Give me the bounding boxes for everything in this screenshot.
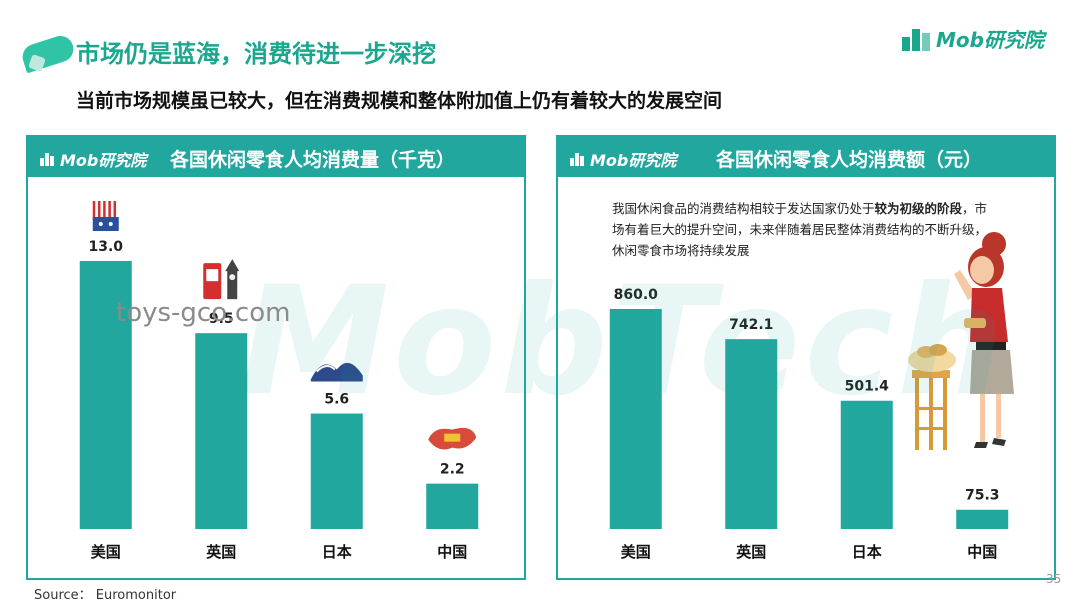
logo-bars-icon (40, 152, 56, 166)
data-label: 9.5 (209, 311, 234, 327)
right-panel-header: Mob研究院 各国休闲零食人均消费额（元） (558, 137, 1054, 177)
category-label: 英国 (736, 543, 766, 561)
category-label: 中国 (437, 543, 467, 561)
note-highlight: 较为初级的阶段 (874, 201, 963, 216)
page-subtitle: 当前市场规模虽已较大，但在消费规模和整体附加值上仍有着较大的发展空间 (76, 90, 723, 112)
bar-英国 (195, 333, 248, 529)
left-panel-logo: Mob研究院 (40, 147, 146, 171)
stool-icon (912, 370, 950, 450)
snack-bowl-icon (908, 344, 956, 372)
category-label: 英国 (206, 543, 236, 561)
logo-text: Mob研究院 (936, 27, 1044, 52)
category-label: 日本 (322, 543, 352, 561)
data-label: 860.0 (614, 287, 659, 303)
left-bar-chart: 13.0 美国 9.5 英国 5.6 日本 2.2 中国 (79, 201, 479, 561)
right-bar-chart: 860.0 美国 742.1 英国 501.4 日本 75.3 中国 (609, 287, 1009, 561)
left-chart-panel: Mob研究院 各国休闲零食人均消费量（千克） 13.0 美国 9.5 英国 5.6 日本 2… (26, 135, 526, 580)
bar-美国 (79, 261, 132, 529)
brand-logo: Mob研究院 (902, 24, 1044, 52)
data-label: 13.0 (88, 239, 123, 255)
category-label: 美国 (91, 543, 121, 561)
right-chart-panel: Mob研究院 各国休闲零食人均消费额（元） 860.0 美国 742.1 英国 501.… (556, 135, 1056, 580)
logo-bars-icon (902, 25, 932, 51)
data-label: 5.6 (324, 392, 349, 408)
category-label: 中国 (967, 543, 997, 561)
bar-英国 (725, 339, 778, 529)
logo-bars-icon (570, 152, 586, 166)
data-label: 75.3 (965, 488, 1000, 504)
page-title: 市场仍是蓝海，消费待进一步深挖 (76, 40, 436, 68)
category-label: 美国 (621, 543, 651, 561)
bar-美国 (609, 309, 662, 529)
overlay-watermark: toys-gco.com (116, 298, 291, 328)
data-label: 2.2 (440, 462, 465, 478)
right-chart-title: 各国休闲零食人均消费额（元） (716, 149, 983, 171)
background-watermark: MobTech (240, 255, 1009, 429)
page-number: 35 (1046, 572, 1062, 586)
left-panel-logo-text: Mob研究院 (60, 151, 147, 170)
header-decoration (19, 32, 77, 74)
london-landmark-icon (203, 259, 240, 300)
bar-日本 (840, 400, 893, 529)
china-map-icon (428, 427, 477, 450)
wave-icon (310, 362, 363, 382)
right-panel-logo-text: Mob研究院 (590, 151, 677, 170)
left-panel-header: Mob研究院 各国休闲零食人均消费量（千克） (28, 137, 524, 177)
woman-illustration (908, 232, 1014, 450)
bar-中国 (426, 483, 479, 529)
data-label: 742.1 (729, 317, 773, 333)
left-chart-title: 各国休闲零食人均消费量（千克） (170, 149, 456, 171)
source-note: Source： Euromonitor (34, 588, 177, 603)
bar-中国 (956, 509, 1009, 529)
right-panel-logo: Mob研究院 (570, 147, 676, 171)
us-flag-icon (92, 201, 119, 231)
data-label: 501.4 (845, 379, 890, 395)
analysis-note: 我国休闲食品的消费结构相较于发达国家仍处于较为初级的阶段，市场有着巨大的提升空间… (612, 201, 988, 258)
bar-日本 (310, 413, 363, 529)
category-label: 日本 (852, 543, 882, 561)
